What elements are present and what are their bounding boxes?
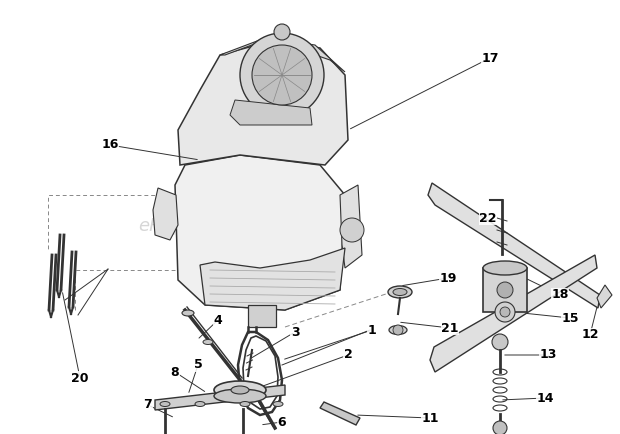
- Ellipse shape: [182, 310, 194, 316]
- Ellipse shape: [389, 326, 407, 335]
- Text: 11: 11: [421, 411, 439, 424]
- Circle shape: [500, 307, 510, 317]
- Text: 1: 1: [368, 323, 376, 336]
- FancyBboxPatch shape: [483, 268, 527, 312]
- Ellipse shape: [203, 339, 213, 345]
- Ellipse shape: [231, 386, 249, 394]
- Text: 20: 20: [71, 372, 89, 385]
- Text: 8: 8: [170, 365, 179, 378]
- Polygon shape: [320, 402, 360, 425]
- Polygon shape: [230, 100, 312, 125]
- Circle shape: [274, 24, 290, 40]
- Text: 19: 19: [440, 272, 457, 285]
- Circle shape: [393, 325, 403, 335]
- Polygon shape: [200, 248, 345, 310]
- Polygon shape: [178, 40, 348, 165]
- Text: 17: 17: [481, 52, 498, 65]
- Ellipse shape: [214, 381, 266, 399]
- Ellipse shape: [388, 286, 412, 298]
- Ellipse shape: [393, 289, 407, 296]
- Text: 21: 21: [441, 322, 459, 335]
- Polygon shape: [597, 285, 612, 308]
- Text: 14: 14: [536, 391, 554, 404]
- Circle shape: [240, 33, 324, 117]
- Circle shape: [252, 45, 312, 105]
- Ellipse shape: [273, 401, 283, 407]
- Text: 6: 6: [278, 415, 286, 428]
- Circle shape: [492, 334, 508, 350]
- Ellipse shape: [160, 401, 170, 407]
- Text: eReplacementParts.com: eReplacementParts.com: [138, 217, 358, 235]
- Ellipse shape: [483, 261, 527, 275]
- Polygon shape: [340, 185, 362, 268]
- Circle shape: [495, 302, 515, 322]
- Text: 3: 3: [291, 326, 299, 339]
- Polygon shape: [220, 38, 345, 72]
- Polygon shape: [153, 188, 178, 240]
- Ellipse shape: [195, 401, 205, 407]
- Text: 22: 22: [479, 211, 497, 224]
- Text: 7: 7: [144, 398, 153, 411]
- Text: 18: 18: [551, 289, 569, 302]
- Text: 2: 2: [343, 349, 352, 362]
- Polygon shape: [430, 255, 597, 372]
- Text: 16: 16: [101, 138, 118, 151]
- Ellipse shape: [240, 401, 250, 407]
- FancyBboxPatch shape: [248, 305, 276, 327]
- Polygon shape: [175, 155, 345, 310]
- Ellipse shape: [214, 389, 266, 403]
- Text: 5: 5: [193, 358, 202, 372]
- Polygon shape: [428, 183, 600, 308]
- Polygon shape: [155, 385, 285, 410]
- Text: 15: 15: [561, 312, 578, 325]
- Circle shape: [497, 282, 513, 298]
- Circle shape: [340, 218, 364, 242]
- Text: 13: 13: [539, 349, 557, 362]
- Text: 12: 12: [582, 329, 599, 342]
- Text: 4: 4: [214, 313, 223, 326]
- Circle shape: [493, 421, 507, 434]
